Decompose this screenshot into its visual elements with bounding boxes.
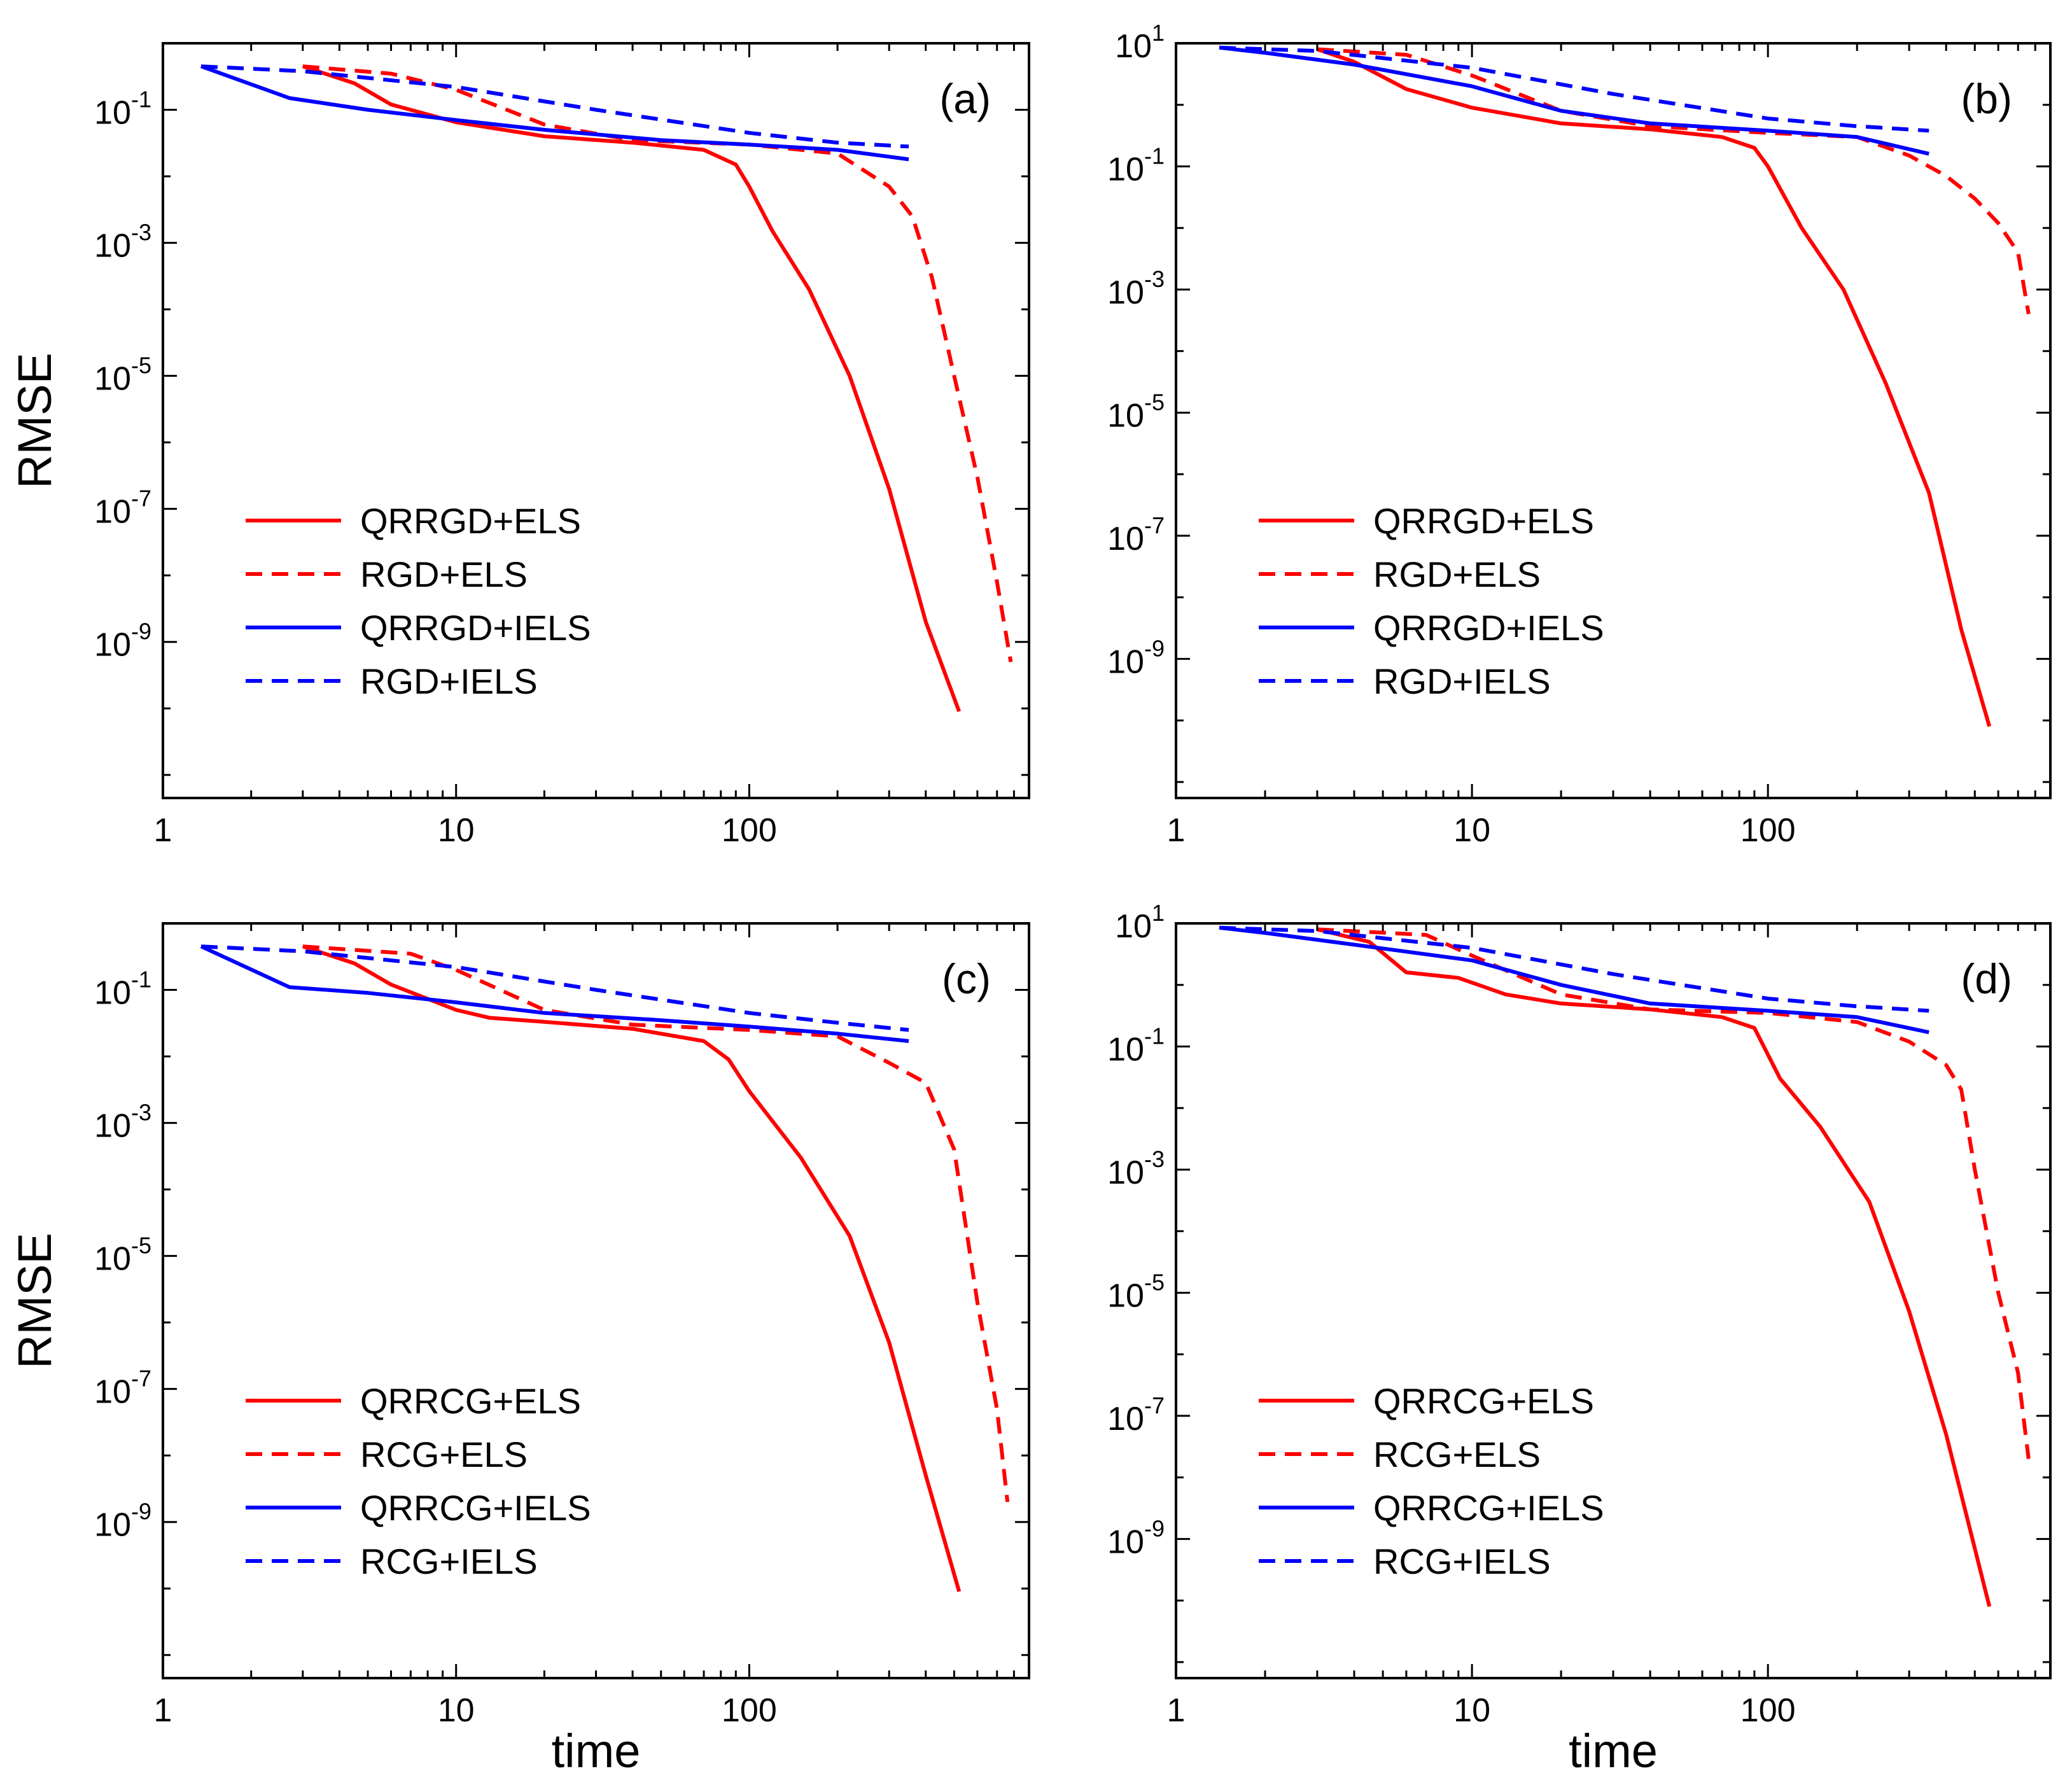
y-tick-label: 10-3 — [94, 1100, 151, 1145]
legend-label: RCG+ELS — [1373, 1434, 1541, 1474]
y-axis-title: RMSE — [8, 1233, 61, 1369]
panel-label: (d) — [1961, 955, 2012, 1002]
legend-label: QRRGD+IELS — [360, 608, 591, 648]
x-tick-label: 1 — [154, 1692, 172, 1729]
legend-label: QRRCG+ELS — [1373, 1381, 1594, 1421]
legend-label: RCG+IELS — [1373, 1541, 1551, 1581]
panel-label: (c) — [942, 955, 991, 1002]
series-line-rcg-iels — [200, 944, 909, 1032]
x-tick-label: 10 — [1453, 1692, 1490, 1729]
y-tick-label: 10-1 — [1107, 1023, 1165, 1068]
legend-label: QRRGD+IELS — [1373, 608, 1604, 648]
y-tick-label: 10-7 — [1107, 512, 1165, 557]
series-line-qrrcg-els — [302, 944, 962, 1592]
x-tick-label: 100 — [722, 812, 777, 849]
legend: QRRCG+ELS RCG+ELS QRRCG+IELS RCG+IELS — [1259, 1381, 1604, 1581]
plot-frame — [162, 922, 1030, 1679]
x-tick-label: 10 — [1453, 812, 1490, 849]
legend-label: RGD+IELS — [360, 661, 538, 701]
y-tick-label: 10-5 — [94, 353, 151, 398]
legend: QRRGD+ELS RGD+ELS QRRGD+IELS RGD+IELS — [246, 501, 591, 701]
series-line-qrrcg-els — [1317, 927, 1992, 1607]
legend: QRRCG+ELS RCG+ELS QRRCG+IELS RCG+IELS — [246, 1381, 591, 1581]
x-tick-label: 1 — [154, 812, 172, 849]
legend-label: QRRCG+ELS — [360, 1381, 581, 1421]
panel-label: (b) — [1961, 75, 2012, 122]
y-tick-label: 10-1 — [94, 967, 151, 1012]
plot-frame — [1175, 922, 2052, 1679]
series-line-qrrgd-els — [302, 64, 962, 713]
y-tick-label: 10-9 — [94, 1499, 151, 1544]
legend-label: RGD+IELS — [1373, 661, 1551, 701]
series-line-rgd-els — [302, 64, 1013, 662]
legend-label: RGD+ELS — [360, 554, 528, 594]
series-line-rcg-els — [1317, 927, 2031, 1459]
legend-label: QRRCG+IELS — [360, 1488, 591, 1528]
panel-d: 1 10 100 101 10-1 10-3 10-5 10-7 10-9 (d) time QRRC… — [1107, 900, 2052, 1771]
y-tick-label: 10-9 — [1107, 635, 1165, 680]
y-tick-label: 10-3 — [94, 220, 151, 265]
series-line-rcg-iels — [1219, 925, 1929, 1013]
series-line-rgd-iels — [1219, 45, 1929, 133]
x-tick-label: 10 — [438, 1692, 475, 1729]
y-tick-label: 10-3 — [1107, 266, 1165, 311]
series-line-rcg-els — [302, 944, 1010, 1502]
y-tick-label: 10-1 — [1107, 143, 1165, 188]
legend-label: RCG+IELS — [360, 1541, 538, 1581]
y-tick-label: 10-9 — [1107, 1515, 1165, 1560]
x-tick-label: 1 — [1167, 1692, 1186, 1729]
panel-label: (a) — [939, 75, 991, 122]
y-tick-label: 10-7 — [94, 486, 151, 531]
series-line-qrrgd-iels — [1219, 45, 1929, 156]
y-tick-label: 10-5 — [94, 1233, 151, 1278]
x-tick-label: 100 — [1740, 812, 1796, 849]
y-tick-label: 10-7 — [94, 1366, 151, 1411]
y-tick-label: 10-1 — [94, 87, 151, 132]
y-axis-title: RMSE — [8, 353, 61, 489]
legend: QRRGD+ELS RGD+ELS QRRGD+IELS RGD+IELS — [1259, 501, 1604, 701]
y-tick-label: 10-3 — [1107, 1146, 1165, 1191]
plot-frame — [1175, 42, 2052, 799]
x-tick-label: 100 — [722, 1692, 777, 1729]
x-tick-label: 100 — [1740, 1692, 1796, 1729]
legend-label: QRRCG+IELS — [1373, 1488, 1604, 1528]
y-tick-label: 10-9 — [94, 619, 151, 664]
y-tick-label: 10-7 — [1107, 1392, 1165, 1438]
y-tick-label: 101 — [1115, 900, 1165, 945]
legend-label: QRRGD+ELS — [1373, 501, 1594, 541]
series-line-qrrcg-iels — [200, 944, 909, 1043]
x-axis-title: time — [1569, 1725, 1658, 1771]
series-line-rgd-els — [1317, 47, 2031, 315]
panel-c: 1 10 100 10-1 10-3 10-5 10-7 10-9 (c) RMSE time QRR… — [8, 922, 1030, 1771]
x-tick-label: 1 — [1167, 812, 1186, 849]
panel-b: 1 10 100 101 10-1 10-3 10-5 10-7 10-9 (b) QRRGD+EL… — [1107, 20, 2052, 849]
x-axis-title: time — [552, 1725, 641, 1771]
legend-label: RCG+ELS — [360, 1434, 528, 1474]
legend-label: RGD+ELS — [1373, 554, 1541, 594]
panel-a: 1 10 100 10-1 10-3 10-5 10-7 10-9 (a) RMSE QRRGD+E… — [8, 42, 1030, 849]
legend-label: QRRGD+ELS — [360, 501, 581, 541]
y-tick-label: 10-5 — [1107, 389, 1165, 434]
series-line-qrrcg-iels — [1219, 925, 1929, 1035]
y-tick-label: 10-5 — [1107, 1269, 1165, 1314]
series-line-qrrgd-iels — [200, 64, 909, 162]
x-tick-label: 10 — [438, 812, 475, 849]
series-line-qrrgd-els — [1316, 47, 1992, 727]
series-line-rgd-iels — [200, 64, 909, 149]
y-tick-label: 101 — [1115, 20, 1165, 65]
